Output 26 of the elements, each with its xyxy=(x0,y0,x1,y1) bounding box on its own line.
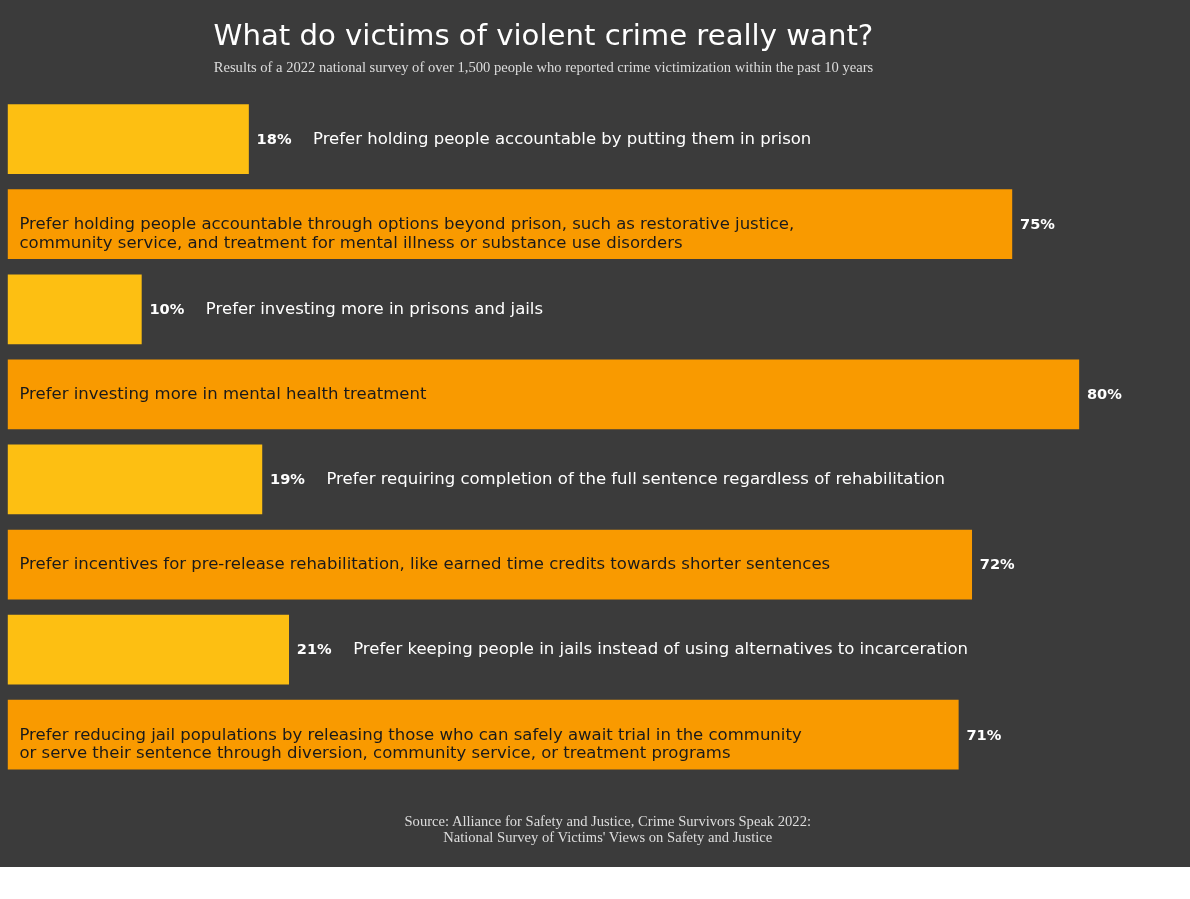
data-label: 80% xyxy=(1086,385,1123,403)
y-tick-label: Prefer holding people accountable through options beyond prison, such as restorative justice, community service, and treatment for mental illness or substance use disorders xyxy=(19,214,795,252)
data-label: 75% xyxy=(1019,215,1056,233)
bar xyxy=(7,274,142,345)
bar xyxy=(7,614,290,685)
source-note: Source: Alliance for Safety and Justice, Crime Survivors Speak 2022: National Survey of Victims' Views on Safety and Justice xyxy=(404,812,812,846)
chart-title: What do victims of violent crime really want? xyxy=(213,18,874,53)
y-tick-label: Prefer requiring completion of the full sentence regardless of rehabilitation xyxy=(326,469,946,489)
y-tick-label: Prefer incentives for pre-release rehabilitation, like earned time credits towards shorter sentences xyxy=(19,554,831,574)
data-label: 10% xyxy=(149,300,185,318)
data-label: 21% xyxy=(296,640,333,658)
data-label: 19% xyxy=(270,470,306,488)
y-tick-label: Prefer investing more in prisons and jails xyxy=(205,299,544,319)
y-tick-label: Prefer holding people accountable by putting them in prison xyxy=(313,129,812,149)
bar xyxy=(7,104,249,175)
chart-subtitle: Results of a 2022 national survey of over 1,500 people who reported crime victimization within the past 10 years xyxy=(213,59,874,76)
bar xyxy=(7,359,1080,430)
bar xyxy=(7,189,1013,260)
data-label: 18% xyxy=(256,130,292,148)
data-label: 72% xyxy=(979,555,1016,573)
y-tick-label: Prefer investing more in mental health treatment xyxy=(19,384,427,404)
bar xyxy=(7,529,973,600)
y-tick-label: Prefer reducing jail populations by releasing those who can safely await trial in the community or serve their sentence through diversion, community service, or treatment programs xyxy=(19,724,802,762)
bar xyxy=(7,444,263,515)
data-label: 71% xyxy=(966,725,1002,743)
y-tick-label: Prefer keeping people in jails instead of using alternatives to incarceration xyxy=(353,639,969,659)
